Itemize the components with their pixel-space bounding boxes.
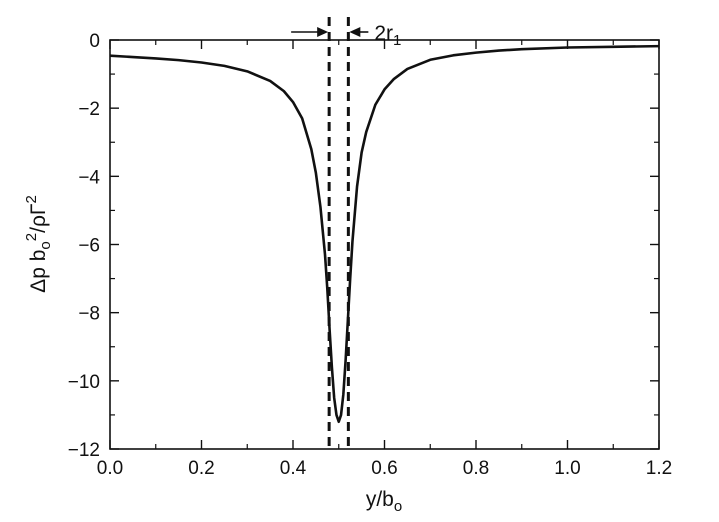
y-tick-label: −4 [78,167,100,188]
x-axis-title: y/bo [366,488,402,515]
core-label-sub: 1 [393,32,401,49]
x-tick-label: 1.2 [646,458,672,479]
y-tick-label: 0 [89,31,100,52]
x-tick-label: 0.0 [97,458,123,479]
y-tick-label: −2 [78,99,100,120]
arrow-right-head [349,27,361,37]
x-tick-label: 0.2 [188,458,214,479]
series-layer [109,44,660,424]
y-tick-label: −8 [78,304,100,325]
arrow-left-head [317,27,329,37]
core-radius-lines [327,17,350,449]
y-tick-label: −12 [68,440,100,461]
axis-ticks [109,39,660,450]
core-label-main: 2r [374,22,393,45]
core-label: 2r1 [374,22,401,49]
x-tick-label: 0.8 [463,458,489,479]
y-axis-title: Δp bo2/ρΓ2 [23,195,54,293]
plot-area-border [109,39,660,450]
x-tick-label: 0.6 [371,458,397,479]
y-tick-label: −6 [78,236,100,257]
x-tick-label: 1.0 [554,458,580,479]
pressure-curve [109,44,660,424]
plot-frame [109,39,660,450]
axis-tick-labels: 0.0 0.2 0.4 0.6 0.8 1.0 1.2 0 −2 −4 −6 −8 −10 −12 [68,31,672,479]
x-tick-label: 0.4 [280,458,307,479]
core-annotation: 2r1 [291,22,401,49]
y-tick-label: −10 [68,372,100,393]
